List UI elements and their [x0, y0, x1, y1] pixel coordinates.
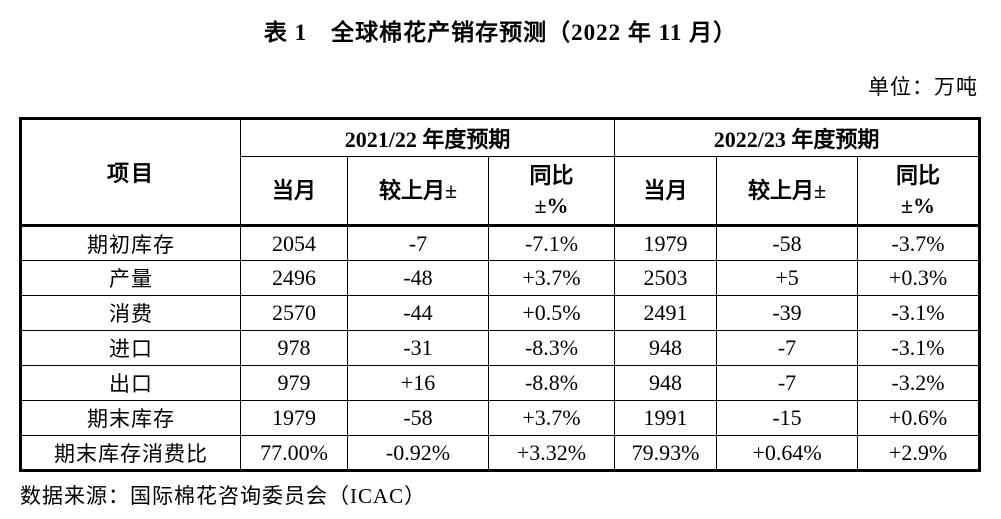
table-row-imports: 进口 978 -31 -8.3% 948 -7 -3.1% [20, 330, 981, 366]
cell-2021-22-current: 2496 [240, 260, 348, 296]
cell-2021-22-mom: -0.92% [347, 435, 489, 471]
cell-item: 期初库存 [20, 225, 241, 261]
cell-2021-22-mom: -44 [347, 295, 489, 331]
cell-2021-22-yoy: +3.7% [487, 260, 616, 296]
cell-2021-22-yoy: +3.7% [487, 400, 616, 436]
cell-2021-22-mom: +16 [347, 365, 489, 401]
header-sub-row: 当月 较上月± 同比 ±% 当月 较上月± 同比 ±% [21, 156, 981, 227]
cell-2022-23-current: 948 [614, 365, 718, 401]
cell-item: 期末库存 [20, 400, 241, 436]
cell-2021-22-current: 1979 [240, 400, 348, 436]
cell-2022-23-yoy: -3.7% [857, 225, 981, 261]
unit-label: 单位：万吨 [868, 75, 978, 99]
cell-2022-23-yoy: -3.1% [857, 330, 981, 366]
cell-2021-22-mom: -48 [347, 260, 489, 296]
cotton-forecast-table: 项目 2021/22 年度预期 2022/23 年度预期 当月 较上月± 同比 … [19, 117, 982, 472]
cell-2022-23-yoy: +2.9% [857, 435, 981, 471]
cell-2022-23-mom: -7 [716, 365, 859, 401]
cell-2022-23-current: 948 [614, 330, 718, 366]
subheader-yoy-2: 同比 ±% [857, 156, 981, 227]
cell-2021-22-current: 2054 [240, 225, 348, 261]
header-group-2021-22: 2021/22 年度预期 [239, 118, 616, 157]
cell-2022-23-mom: +5 [716, 260, 859, 296]
cell-2022-23-yoy: -3.2% [857, 365, 981, 401]
subheader-vs-prev-month-1: 较上月± [347, 156, 489, 227]
cell-2021-22-current: 2570 [240, 295, 348, 331]
table-row-exports: 出口 979 +16 -8.8% 948 -7 -3.2% [20, 365, 981, 401]
subheader-current-month-2: 当月 [614, 156, 718, 227]
table-title: 表 1 全球棉花产销存预测（2022 年 11 月） [263, 20, 738, 45]
header-group-2022-23: 2022/23 年度预期 [614, 118, 981, 157]
cell-2022-23-current: 1991 [614, 400, 718, 436]
cell-2022-23-yoy: +0.6% [857, 400, 981, 436]
cell-2021-22-yoy: +0.5% [487, 295, 616, 331]
subheader-vs-prev-month-2: 较上月± [716, 156, 859, 227]
cell-item: 出口 [20, 365, 241, 401]
cell-2022-23-mom: -15 [716, 400, 859, 436]
cell-2021-22-current: 77.00% [240, 435, 348, 471]
cell-item: 产量 [20, 260, 241, 296]
table-row-consumption: 消费 2570 -44 +0.5% 2491 -39 -3.1% [20, 295, 981, 331]
cell-2022-23-mom: -7 [716, 330, 859, 366]
cell-item: 消费 [20, 295, 241, 331]
cell-2022-23-yoy: -3.1% [857, 295, 981, 331]
cell-2022-23-current: 2503 [614, 260, 718, 296]
cell-2022-23-current: 2491 [614, 295, 718, 331]
cell-item: 期末库存消费比 [20, 435, 241, 471]
cell-2022-23-current: 79.93% [614, 435, 718, 471]
header-item-column: 项目 [20, 118, 241, 227]
cell-item: 进口 [20, 330, 241, 366]
cell-2021-22-yoy: -8.3% [487, 330, 616, 366]
cell-2022-23-mom: +0.64% [716, 435, 859, 471]
subheader-yoy-1: 同比 ±% [487, 156, 616, 227]
cell-2022-23-mom: -58 [716, 225, 859, 261]
cell-2021-22-mom: -7 [347, 225, 489, 261]
cell-2021-22-mom: -58 [347, 400, 489, 436]
data-source-note: 数据来源：国际棉花咨询委员会（ICAC） [20, 484, 427, 508]
cell-2022-23-yoy: +0.3% [857, 260, 981, 296]
cell-2021-22-current: 978 [240, 330, 348, 366]
cell-2021-22-mom: -31 [347, 330, 489, 366]
cell-2021-22-yoy: +3.32% [487, 435, 616, 471]
cell-2021-22-current: 979 [240, 365, 348, 401]
table-row-stock-to-use-ratio: 期末库存消费比 77.00% -0.92% +3.32% 79.93% +0.6… [20, 435, 981, 471]
cell-2021-22-yoy: -8.8% [487, 365, 616, 401]
table-row-ending-stock: 期末库存 1979 -58 +3.7% 1991 -15 +0.6% [20, 400, 981, 436]
subheader-current-month-1: 当月 [240, 156, 348, 227]
cell-2021-22-yoy: -7.1% [487, 225, 616, 261]
header-group-row: 项目 2021/22 年度预期 2022/23 年度预期 [20, 118, 981, 227]
table-row-beginning-stock: 期初库存 2054 -7 -7.1% 1979 -58 -3.7% [20, 225, 981, 261]
cell-2022-23-mom: -39 [716, 295, 859, 331]
table-row-production: 产量 2496 -48 +3.7% 2503 +5 +0.3% [20, 260, 981, 296]
cell-2022-23-current: 1979 [614, 225, 718, 261]
